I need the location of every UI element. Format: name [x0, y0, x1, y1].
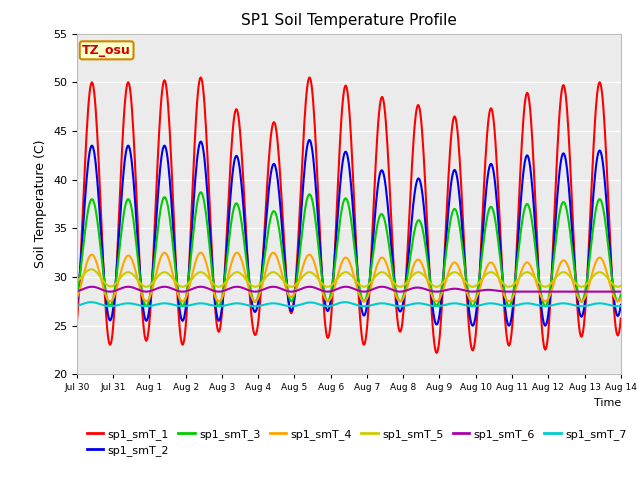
- Text: TZ_osu: TZ_osu: [82, 44, 131, 57]
- Text: Time: Time: [593, 398, 621, 408]
- Y-axis label: Soil Temperature (C): Soil Temperature (C): [35, 140, 47, 268]
- Legend: sp1_smT_1, sp1_smT_2, sp1_smT_3, sp1_smT_4, sp1_smT_5, sp1_smT_6, sp1_smT_7: sp1_smT_1, sp1_smT_2, sp1_smT_3, sp1_smT…: [83, 424, 631, 460]
- Title: SP1 Soil Temperature Profile: SP1 Soil Temperature Profile: [241, 13, 457, 28]
